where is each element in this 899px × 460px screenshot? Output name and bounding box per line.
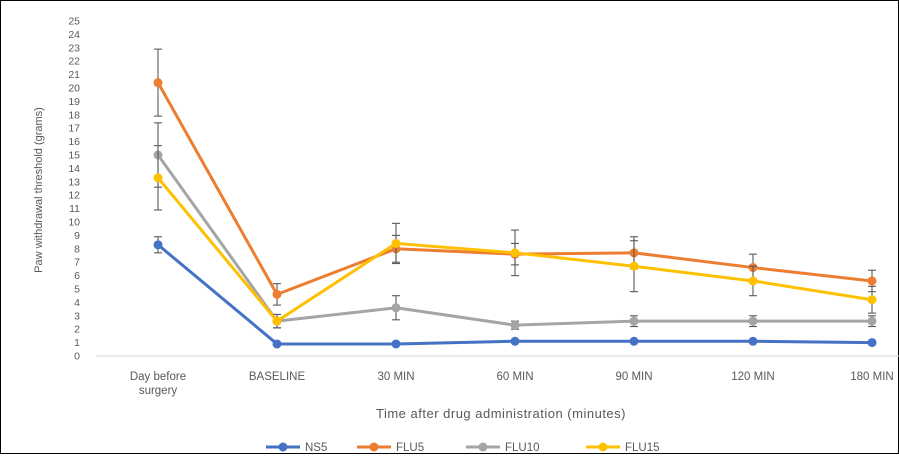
data-point bbox=[748, 336, 758, 346]
legend-label: FLU10 bbox=[505, 442, 540, 454]
data-point bbox=[153, 240, 163, 250]
legend-marker bbox=[369, 442, 379, 452]
legend-label: FLU5 bbox=[396, 442, 424, 454]
data-point bbox=[272, 339, 282, 349]
y-tick-label: 2 bbox=[74, 324, 80, 336]
y-tick-label: 21 bbox=[68, 69, 80, 81]
x-tick-label: 60 MIN bbox=[496, 371, 533, 383]
y-tick-label: 0 bbox=[74, 351, 80, 363]
data-point bbox=[629, 336, 639, 346]
series-group bbox=[153, 48, 877, 349]
legend-item-flu5: FLU5 bbox=[357, 442, 424, 454]
data-point bbox=[391, 339, 401, 349]
y-tick-label: 3 bbox=[74, 310, 80, 322]
y-tick-label: 14 bbox=[68, 163, 80, 175]
y-tick-label: 19 bbox=[68, 96, 80, 108]
x-tick-label: 120 MIN bbox=[731, 371, 774, 383]
y-tick-label: 4 bbox=[74, 297, 80, 309]
y-tick-label: 17 bbox=[68, 123, 80, 135]
y-tick-label: 12 bbox=[68, 190, 80, 202]
y-tick-label: 25 bbox=[68, 16, 80, 28]
data-point bbox=[510, 336, 520, 346]
legend: NS5 FLU5 FLU10 FLU15 bbox=[266, 442, 660, 454]
series-flu10 bbox=[153, 122, 877, 330]
data-point bbox=[153, 173, 163, 183]
data-point bbox=[391, 303, 401, 313]
y-tick-label: 18 bbox=[68, 109, 80, 121]
legend-item-flu15: FLU15 bbox=[586, 442, 660, 454]
y-tick-label: 10 bbox=[68, 217, 80, 229]
y-tick-label: 16 bbox=[68, 136, 80, 148]
x-tick-labels: Day before surgery BASELINE 30 MIN 60 MIN 90 … bbox=[130, 371, 894, 397]
y-tick-label: 15 bbox=[68, 150, 80, 162]
data-point bbox=[867, 295, 877, 305]
data-point bbox=[153, 78, 163, 88]
legend-item-flu10: FLU10 bbox=[466, 442, 540, 454]
y-tick-label: 5 bbox=[74, 284, 80, 296]
y-tick-label: 13 bbox=[68, 176, 80, 188]
data-point bbox=[867, 276, 877, 286]
data-point bbox=[748, 276, 758, 286]
data-point bbox=[629, 316, 639, 326]
x-tick-label: Day before surgery bbox=[130, 371, 186, 397]
legend-item-ns5: NS5 bbox=[266, 442, 327, 454]
data-point bbox=[748, 316, 758, 326]
data-point bbox=[629, 261, 639, 271]
series-flu15 bbox=[153, 145, 877, 329]
y-tick-labels: 0123456789101112131415161718192021222324… bbox=[68, 16, 80, 363]
x-axis-label: Time after drug administration (minutes) bbox=[376, 406, 626, 421]
y-tick-label: 24 bbox=[68, 29, 80, 41]
y-tick-label: 7 bbox=[74, 257, 80, 269]
data-point bbox=[391, 238, 401, 248]
y-tick-label: 8 bbox=[74, 243, 80, 255]
legend-marker bbox=[278, 442, 288, 452]
y-tick-label: 9 bbox=[74, 230, 80, 242]
data-point bbox=[867, 338, 877, 348]
y-tick-label: 11 bbox=[69, 203, 80, 215]
x-tick-label: BASELINE bbox=[249, 371, 306, 383]
y-tick-label: 1 bbox=[74, 337, 80, 349]
series-ns5 bbox=[153, 236, 877, 349]
legend-marker bbox=[478, 442, 488, 452]
x-tick-label: 30 MIN bbox=[377, 371, 414, 383]
data-point bbox=[867, 316, 877, 326]
legend-marker bbox=[598, 442, 608, 452]
x-tick-label: 180 MIN bbox=[850, 371, 893, 383]
y-tick-label: 6 bbox=[74, 270, 80, 282]
x-tick-label: 90 MIN bbox=[615, 371, 652, 383]
data-point bbox=[272, 289, 282, 299]
legend-label: NS5 bbox=[305, 442, 327, 454]
legend-label: FLU15 bbox=[625, 442, 660, 454]
y-tick-label: 22 bbox=[68, 56, 80, 68]
data-point bbox=[272, 316, 282, 326]
y-axis-label: Paw withdrawal threshold (grams) bbox=[33, 107, 45, 273]
y-tick-label: 23 bbox=[68, 42, 80, 54]
data-point bbox=[510, 248, 520, 258]
y-tick-label: 20 bbox=[68, 83, 80, 95]
data-point bbox=[510, 320, 520, 330]
